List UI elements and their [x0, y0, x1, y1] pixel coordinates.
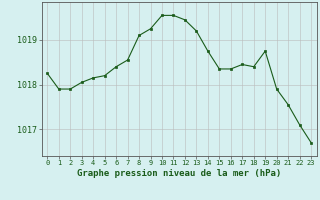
X-axis label: Graphe pression niveau de la mer (hPa): Graphe pression niveau de la mer (hPa): [77, 169, 281, 178]
